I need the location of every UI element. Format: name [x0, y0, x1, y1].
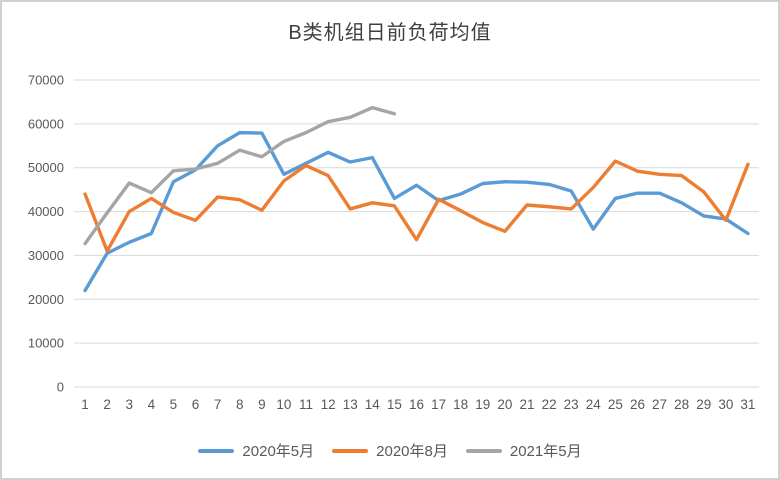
x-axis-tick-label: 4 — [148, 397, 156, 412]
y-axis-tick-label: 10000 — [28, 336, 64, 351]
legend-swatch-icon — [198, 448, 235, 453]
legend-label: 2021年5月 — [509, 443, 582, 460]
legend-swatch-icon — [332, 448, 369, 453]
x-axis-tick-label: 18 — [453, 397, 468, 412]
chart-legend: 2020年5月 2020年8月 2021年5月 — [2, 440, 778, 461]
x-axis-tick-label: 1 — [81, 397, 89, 412]
x-axis-tick-label: 23 — [564, 397, 579, 412]
legend-item: 2021年5月 — [465, 440, 582, 461]
y-axis-tick-label: 30000 — [28, 248, 64, 263]
x-axis-tick-label: 6 — [192, 397, 200, 412]
x-axis-tick-label: 5 — [170, 397, 178, 412]
y-axis-tick-label: 70000 — [28, 73, 64, 88]
x-axis-tick-label: 13 — [343, 397, 358, 412]
x-axis-tick-label: 30 — [718, 397, 733, 412]
legend-label: 2020年8月 — [376, 443, 448, 460]
x-axis-tick-label: 21 — [519, 397, 534, 412]
series-line-2021年5月 — [83, 105, 397, 246]
x-axis-tick-label: 7 — [214, 397, 222, 412]
x-axis-tick-label: 24 — [586, 397, 602, 412]
x-axis-tick-label: 19 — [475, 397, 490, 412]
legend-item: 2020年5月 — [198, 440, 314, 461]
y-axis-tick-label: 0 — [57, 380, 64, 395]
y-axis-tick-label: 50000 — [28, 160, 64, 175]
series-line-2020年8月 — [83, 159, 750, 253]
x-axis-tick-label: 29 — [696, 397, 711, 412]
x-axis-tick-label: 12 — [321, 397, 336, 412]
chart-title: B类机组日前负荷均值 — [288, 22, 492, 44]
y-axis-tick-label: 40000 — [28, 204, 64, 219]
legend-item: 2020年8月 — [332, 440, 448, 461]
x-axis-tick-label: 26 — [630, 397, 645, 412]
x-axis-tick-label: 2 — [103, 397, 111, 412]
y-axis-tick-label: 60000 — [28, 116, 64, 131]
x-axis-tick-label: 17 — [431, 397, 446, 412]
x-axis-tick-label: 27 — [652, 397, 667, 412]
x-axis-tick-label: 25 — [608, 397, 623, 412]
legend-label: 2020年5月 — [242, 443, 315, 460]
x-axis-tick-label: 15 — [387, 397, 402, 412]
x-axis-tick-label: 16 — [409, 397, 424, 412]
x-axis-tick-label: 14 — [365, 397, 381, 412]
x-axis-tick-label: 20 — [497, 397, 512, 412]
x-axis-tick-label: 11 — [299, 397, 313, 412]
x-axis-tick-label: 31 — [740, 397, 755, 412]
x-axis-tick-label: 8 — [236, 397, 244, 412]
y-axis-tick-label: 20000 — [28, 292, 64, 307]
legend-swatch-icon — [465, 448, 502, 453]
x-axis-tick-label: 28 — [674, 397, 689, 412]
x-axis-tick-label: 10 — [276, 397, 291, 412]
x-axis-tick-label: 3 — [125, 397, 133, 412]
x-axis-tick-label: 22 — [542, 397, 557, 412]
x-axis-tick-label: 9 — [258, 397, 266, 412]
